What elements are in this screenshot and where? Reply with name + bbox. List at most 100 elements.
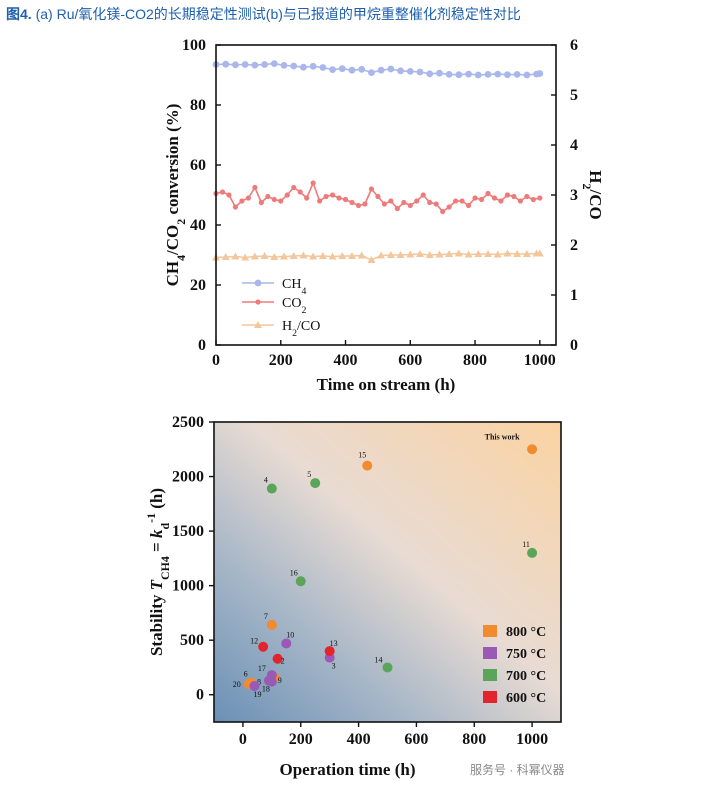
data-point — [535, 249, 544, 257]
data-point — [284, 192, 290, 198]
y2-tick-label: 1 — [570, 287, 578, 304]
catalyst-point — [362, 460, 373, 471]
data-point — [219, 189, 226, 195]
data-point — [222, 60, 230, 68]
catalyst-point — [382, 662, 393, 673]
data-point — [329, 192, 336, 198]
point-label: 15 — [358, 451, 366, 460]
catalyst-point — [266, 619, 277, 630]
catalyst-point — [281, 638, 292, 649]
data-point — [348, 66, 356, 74]
data-point — [425, 251, 434, 258]
data-point — [241, 253, 250, 261]
chart-legend: 800 °C 750 °C 700 °C 600 °C — [483, 625, 546, 706]
x-tick-label: 1000 — [516, 731, 548, 748]
point-label: 20 — [233, 680, 241, 689]
data-point — [511, 193, 517, 200]
data-point — [358, 65, 366, 73]
figure-caption-text: (a) Ru/氧化镁-CO2的长期稳定性测试(b)与已报道的甲烷重整催化剂稳定性… — [31, 6, 521, 22]
data-point — [291, 184, 297, 191]
point-label: 8 — [257, 678, 261, 687]
data-point — [338, 252, 347, 259]
x-tick-label: 600 — [404, 731, 428, 748]
catalyst-point — [527, 547, 538, 558]
catalyst-point — [266, 676, 277, 687]
data-point — [524, 193, 530, 200]
data-point — [270, 253, 279, 260]
data-point — [536, 70, 544, 77]
data-point — [498, 198, 504, 204]
data-point — [265, 193, 271, 200]
point-label: 18 — [262, 685, 270, 694]
data-point — [388, 198, 394, 204]
data-point — [513, 71, 521, 78]
legend-marker — [254, 279, 262, 287]
catalyst-point — [310, 478, 321, 489]
data-point — [355, 202, 362, 209]
y2-tick-label: 6 — [570, 37, 578, 54]
data-point — [368, 69, 375, 76]
x-tick-label: 0 — [212, 352, 220, 369]
y-tick-label: 100 — [182, 37, 206, 54]
data-point — [377, 251, 386, 259]
data-point — [474, 250, 483, 257]
data-point — [387, 65, 395, 73]
y-tick-label: 2500 — [172, 414, 204, 431]
point-label: 9 — [278, 676, 282, 685]
data-point — [336, 195, 342, 201]
data-point — [517, 198, 523, 204]
data-point — [394, 205, 400, 212]
y-tick-label: 1500 — [172, 523, 204, 540]
data-point — [504, 192, 511, 198]
data-point — [396, 251, 405, 258]
data-point — [221, 253, 230, 260]
point-label: 10 — [286, 630, 294, 639]
data-point — [491, 195, 498, 201]
data-point — [426, 70, 434, 78]
x-tick-label: 600 — [398, 352, 422, 369]
data-point — [513, 250, 522, 257]
data-point — [280, 62, 288, 69]
x-tick-label: 200 — [269, 352, 293, 369]
data-point — [278, 198, 284, 204]
catalyst-point — [272, 653, 283, 664]
figure-number: 图4. — [6, 6, 32, 22]
data-point — [464, 250, 473, 258]
data-point — [465, 70, 472, 78]
data-point — [433, 201, 439, 207]
y2-axis-label: H2/CO — [580, 170, 605, 219]
legend-label-co2: CO2 — [282, 296, 306, 316]
x-tick-label: 1000 — [524, 352, 556, 369]
data-point — [454, 249, 463, 257]
x-tick-label: 800 — [462, 731, 486, 748]
stability-chart: 0 200 400 600 800 10000204060801000123456Time… — [163, 37, 605, 394]
data-point — [310, 180, 316, 186]
point-label: 6 — [244, 670, 248, 679]
data-point — [453, 198, 459, 204]
data-point — [241, 61, 249, 68]
data-point — [416, 68, 424, 76]
data-point — [485, 190, 491, 197]
data-point — [245, 195, 251, 201]
point-label: 19 — [253, 690, 261, 699]
data-point — [446, 204, 452, 210]
legend-swatch — [483, 647, 497, 659]
watermark: 服务号 · 科幂仪器 — [470, 762, 565, 777]
data-point — [504, 71, 511, 79]
data-point — [328, 252, 337, 260]
y-tick-label: 20 — [190, 277, 206, 294]
data-point — [474, 71, 482, 79]
point-label: 16 — [290, 568, 298, 577]
data-point — [271, 196, 277, 203]
data-point — [260, 252, 269, 259]
y2-tick-label: 3 — [570, 187, 578, 204]
data-point — [297, 189, 303, 195]
figure-caption: 图4. (a) Ru/氧化镁-CO2的长期稳定性测试(b)与已报道的甲烷重整催化… — [6, 4, 521, 24]
data-point — [445, 71, 453, 78]
data-point — [329, 66, 336, 73]
data-point — [338, 65, 346, 73]
data-point — [406, 250, 415, 258]
